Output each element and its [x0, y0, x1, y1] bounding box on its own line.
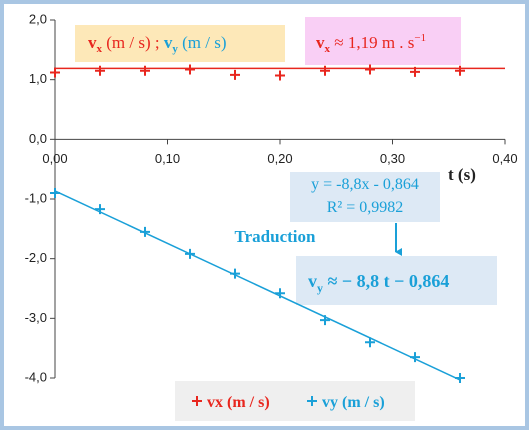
point: [95, 204, 105, 215]
point: [365, 64, 375, 75]
vy-part: ≈ − 8,8 t − 0,864: [323, 271, 449, 291]
r-squared: R² = 0,9982: [327, 199, 404, 216]
y-tick-label: 1,0: [29, 71, 47, 86]
vx-part: v: [316, 33, 325, 52]
point: [185, 248, 195, 259]
point: [455, 373, 465, 383]
point: [410, 66, 420, 77]
units-part: y: [172, 43, 178, 55]
equation-box: [290, 172, 440, 222]
x-tick-label: 0,30: [380, 151, 405, 166]
units-annotation: vx (m / s) ; vy (m / s): [88, 33, 227, 55]
point: [275, 288, 285, 299]
legend-label: vy (m / s): [322, 394, 385, 411]
vx-result: vx ≈ 1,19 m . s−1: [316, 32, 426, 55]
units-part: v: [164, 33, 173, 52]
point: [140, 226, 150, 237]
units-part: x: [97, 43, 103, 55]
units-part: (m / s): [178, 33, 227, 52]
point: [320, 65, 330, 76]
point: [410, 352, 420, 363]
x-axis-label: t (s): [448, 165, 476, 184]
legend-label: vx (m / s): [207, 394, 270, 411]
y-tick-label: 0,0: [29, 131, 47, 146]
legend-marker: [192, 396, 202, 406]
translation-label: Traduction: [235, 227, 316, 246]
point: [95, 65, 105, 76]
vx-result-box: [305, 17, 461, 65]
point: [185, 64, 195, 75]
point: [365, 337, 375, 348]
y-tick-label: -3,0: [25, 310, 47, 325]
point: [140, 65, 150, 76]
y-tick-label: 2,0: [29, 11, 47, 26]
point: [50, 67, 60, 78]
legend-marker: [307, 396, 317, 406]
point: [50, 188, 60, 199]
y-tick-label: -2,0: [25, 250, 47, 265]
vx-part: −1: [414, 32, 426, 44]
vx-part: ≈ 1,19 m . s: [330, 33, 414, 52]
point: [230, 268, 240, 279]
vy-part: v: [308, 271, 317, 291]
legend: [175, 381, 415, 421]
vy-part: y: [317, 281, 323, 295]
point: [275, 70, 285, 81]
equation: y = -8,8x - 0,864: [311, 176, 419, 193]
x-tick-label: 0,00: [42, 151, 67, 166]
point: [455, 65, 465, 76]
x-tick-label: 0,20: [267, 151, 292, 166]
vy-result-box: [296, 256, 497, 305]
trendline: [54, 190, 461, 381]
x-tick-label: 0,10: [155, 151, 180, 166]
vy-result: vy ≈ − 8,8 t − 0,864: [308, 271, 449, 295]
point: [320, 315, 330, 326]
vx-part: x: [325, 43, 331, 55]
point: [230, 69, 240, 80]
x-tick-label: 0,40: [492, 151, 517, 166]
units-part: v: [88, 33, 97, 52]
y-tick-label: -4,0: [25, 369, 47, 384]
units-part: (m / s) ;: [102, 33, 164, 52]
units-box: [75, 25, 285, 62]
y-tick-label: -1,0: [25, 190, 47, 205]
